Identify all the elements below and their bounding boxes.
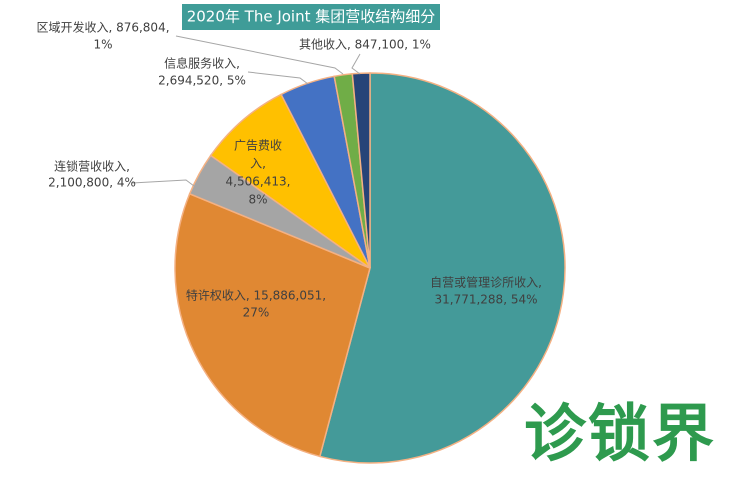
pie-slice [174, 192, 371, 458]
data-label: 连锁营收收入, [54, 159, 130, 174]
data-label: 自营或管理诊所收入, [430, 275, 542, 290]
data-label: 31,771,288, 54% [434, 293, 537, 307]
data-label: 特许权收入, 15,886,051, [186, 288, 326, 303]
data-label: 1% [93, 38, 112, 52]
pie-slice [209, 93, 371, 269]
data-label: 8% [248, 193, 267, 207]
data-label: 区域开发收入, 876,804, [36, 20, 169, 35]
pie-slice [351, 72, 371, 269]
pie-slice [318, 72, 566, 464]
data-label: 入, [250, 157, 266, 171]
leader-line [131, 179, 195, 187]
chart-title: 2020年 The Joint 集团营收结构细分 [187, 8, 436, 26]
data-label: 4,506,413, [226, 175, 291, 189]
leader-line [175, 35, 344, 75]
title-background [182, 4, 440, 30]
data-label: 27% [243, 306, 270, 320]
data-label: 2,694,520, 5% [158, 74, 246, 88]
watermark: 诊锁界 [524, 397, 716, 470]
data-label: 2,100,800, 4% [48, 176, 136, 190]
data-label: 其他收入, 847,100, 1% [299, 38, 431, 52]
leader-line [247, 71, 309, 85]
data-label: 广告费收 [234, 139, 282, 153]
leader-line [351, 53, 361, 75]
data-label: 信息服务收入, [164, 56, 240, 71]
